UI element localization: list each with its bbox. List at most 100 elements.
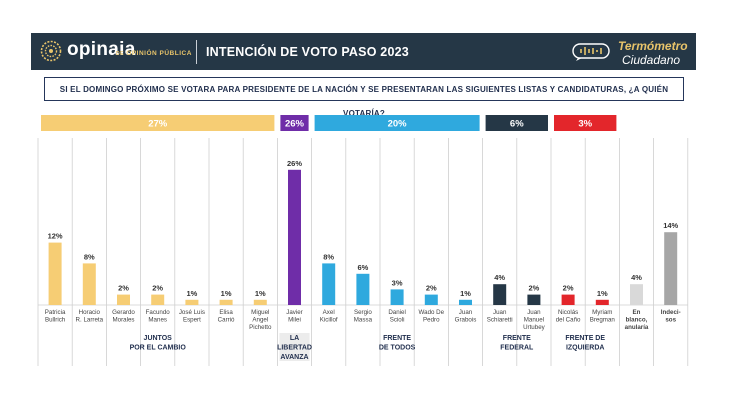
category-label-myriam-bregman: Myriam bbox=[592, 309, 612, 316]
group-name-la-libertad-avanza: LA bbox=[290, 335, 299, 342]
value-label-indecisos: 14% bbox=[663, 221, 678, 230]
survey-question: SI EL DOMINGO PRÓXIMO SE VOTARA PARA PRE… bbox=[44, 77, 684, 118]
category-label-juan-manuel-urtubey: Juan bbox=[527, 309, 541, 316]
group-name-frente-de-todos: FRENTE bbox=[383, 335, 411, 342]
bar-juan-schiaretti bbox=[493, 284, 507, 305]
group-name-frente-de-izquierda: FRENTE DE bbox=[565, 335, 605, 342]
bar-patricia-bullrich bbox=[48, 242, 62, 305]
bar-wado-de-pedro bbox=[424, 294, 438, 305]
group-name-la-libertad-avanza: AVANZA bbox=[280, 354, 308, 361]
bar-gerardo-morales bbox=[117, 294, 130, 305]
category-label-facundo-manes: Facundo bbox=[146, 309, 171, 316]
category-label-wado-de-pedro: Pedro bbox=[423, 317, 440, 324]
group-name-frente-federal: FRENTE bbox=[503, 335, 531, 342]
category-label-miguel-angel-pichetto: Miguel bbox=[251, 309, 269, 316]
group-band-frente-federal bbox=[485, 115, 548, 131]
bar-axel-kicillof bbox=[322, 263, 336, 305]
category-label-juan-manuel-urtubey: Urtubey bbox=[523, 324, 546, 331]
category-label-patricia-bullrich: Patricia bbox=[45, 309, 66, 316]
badge-subtitle: Ciudadano bbox=[622, 53, 681, 67]
category-label-horacio-r-larreta: R. Larreta bbox=[76, 317, 104, 324]
category-label-axel-kicillof: Axel bbox=[323, 309, 335, 316]
value-label-javier-milei: 26% bbox=[287, 159, 302, 168]
category-label-jose-luis-espert: José Luis bbox=[179, 309, 205, 316]
category-label-patricia-bullrich: Bullrich bbox=[45, 317, 66, 324]
value-label-sergio-massa: 6% bbox=[357, 263, 368, 272]
value-label-juan-schiaretti: 4% bbox=[494, 273, 505, 282]
category-label-daniel-scioli: Scioli bbox=[390, 317, 405, 324]
group-name-juntos-por-el-cambio: JUNTOS bbox=[144, 335, 173, 342]
category-label-en-blanco-anularia: anularía bbox=[625, 324, 649, 331]
category-label-gerardo-morales: Morales bbox=[112, 317, 134, 324]
category-label-wado-de-pedro: Wado De bbox=[419, 309, 445, 316]
opinaia-logo-icon bbox=[40, 40, 62, 62]
category-label-sergio-massa: Massa bbox=[354, 317, 373, 324]
group-total-frente-federal: 6% bbox=[510, 119, 524, 130]
category-label-nicolas-del-cano: del Caño bbox=[556, 317, 581, 324]
group-name-la-libertad-avanza: LIBERTAD bbox=[277, 345, 312, 352]
bar-facundo-manes bbox=[151, 294, 165, 305]
group-name-frente-de-todos: DE TODOS bbox=[379, 345, 416, 352]
bar-elisa-carrio bbox=[219, 299, 233, 305]
bar-myriam-bregman bbox=[595, 299, 609, 305]
category-label-javier-milei: Milei bbox=[288, 317, 301, 324]
group-band-la-libertad-avanza bbox=[280, 115, 309, 131]
category-label-juan-schiaretti: Schiaretti bbox=[487, 317, 513, 324]
value-label-juan-grabois: 1% bbox=[460, 289, 471, 298]
group-name-juntos-por-el-cambio: POR EL CAMBIO bbox=[130, 345, 187, 352]
bar-horacio-r-larreta bbox=[82, 263, 96, 305]
category-label-miguel-angel-pichetto: Pichetto bbox=[249, 324, 272, 331]
group-total-frente-de-izquierda: 3% bbox=[578, 119, 592, 130]
brand-name: opinaia bbox=[67, 39, 136, 60]
category-label-juan-manuel-urtubey: Manuel bbox=[524, 317, 544, 324]
value-label-patricia-bullrich: 12% bbox=[48, 232, 63, 241]
value-label-elisa-carrio: 1% bbox=[221, 289, 232, 298]
value-label-miguel-angel-pichetto: 1% bbox=[255, 289, 266, 298]
value-label-daniel-scioli: 3% bbox=[392, 278, 403, 287]
bar-juan-manuel-urtubey bbox=[527, 294, 541, 305]
category-label-jose-luis-espert: Espert bbox=[183, 317, 201, 324]
category-label-juan-schiaretti: Juan bbox=[493, 309, 507, 316]
category-label-nicolas-del-cano: Nicolás bbox=[558, 309, 578, 316]
bar-sergio-massa bbox=[356, 273, 370, 305]
group-name-frente-de-izquierda: IZQUIERDA bbox=[566, 345, 605, 352]
badge-title: Termómetro bbox=[618, 39, 688, 53]
category-label-facundo-manes: Manes bbox=[148, 317, 167, 324]
brand-subtitle: DE OPINIÓN PÚBLICA bbox=[116, 50, 192, 57]
chat-bubble-icon bbox=[572, 43, 610, 61]
category-label-en-blanco-anularia: En bbox=[633, 309, 641, 316]
category-label-miguel-angel-pichetto: Angel bbox=[252, 317, 268, 324]
group-total-juntos-por-el-cambio: 27% bbox=[148, 119, 168, 130]
category-label-juan-grabois: Juan bbox=[459, 309, 473, 316]
group-name-bg bbox=[279, 333, 310, 361]
category-label-sergio-massa: Sergio bbox=[354, 309, 372, 316]
bar-en-blanco-anularia bbox=[630, 284, 643, 305]
category-label-elisa-carrio: Elisa bbox=[219, 309, 233, 316]
bar-miguel-angel-pichetto bbox=[253, 299, 267, 305]
category-label-indecisos: Indeci- bbox=[661, 309, 681, 316]
value-label-juan-manuel-urtubey: 2% bbox=[528, 284, 539, 293]
value-label-jose-luis-espert: 1% bbox=[186, 289, 197, 298]
category-label-axel-kicillof: Kicillof bbox=[320, 317, 338, 324]
value-label-en-blanco-anularia: 4% bbox=[631, 273, 642, 282]
value-label-axel-kicillof: 8% bbox=[323, 252, 334, 261]
category-label-juan-grabois: Grabois bbox=[455, 317, 477, 324]
bar-daniel-scioli bbox=[390, 289, 404, 305]
page-title: INTENCIÓN DE VOTO PASO 2023 bbox=[206, 45, 409, 59]
category-label-en-blanco-anularia: blanco, bbox=[626, 317, 648, 324]
value-label-facundo-manes: 2% bbox=[152, 284, 163, 293]
category-label-elisa-carrio: Carrió bbox=[218, 317, 235, 324]
group-band-frente-de-izquierda bbox=[554, 115, 617, 131]
bar-indecisos bbox=[664, 232, 678, 305]
group-band-juntos-por-el-cambio bbox=[41, 115, 275, 131]
value-label-wado-de-pedro: 2% bbox=[426, 284, 437, 293]
category-label-indecisos: sos bbox=[665, 317, 676, 324]
bar-juan-grabois bbox=[459, 299, 472, 305]
value-label-myriam-bregman: 1% bbox=[597, 289, 608, 298]
category-label-gerardo-morales: Gerardo bbox=[112, 309, 135, 316]
header-divider bbox=[196, 40, 197, 64]
value-label-nicolas-del-cano: 2% bbox=[563, 284, 574, 293]
bar-nicolas-del-cano bbox=[561, 294, 575, 305]
category-label-horacio-r-larreta: Horacio bbox=[79, 309, 101, 316]
